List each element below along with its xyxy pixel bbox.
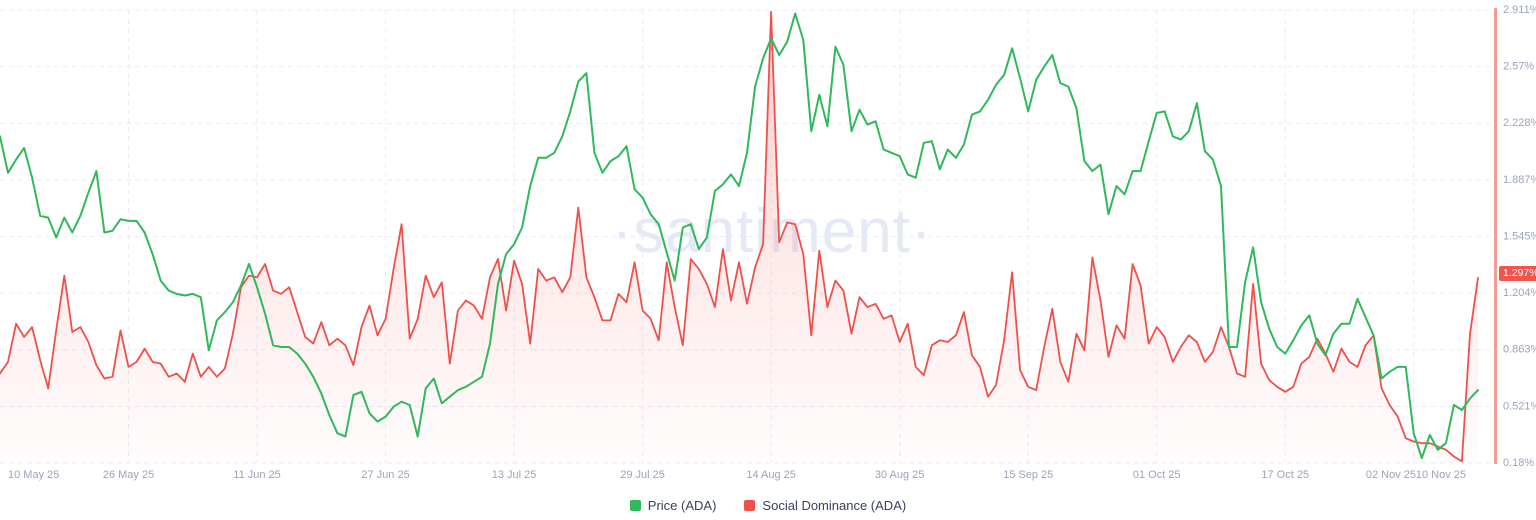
- y-tick-label: 0.521%: [1503, 400, 1536, 412]
- y-tick-label: 0.18%: [1503, 457, 1534, 469]
- x-tick-label: 27 Jun 25: [361, 469, 409, 481]
- x-tick-label: 02 Nov 25: [1366, 469, 1416, 481]
- chart-legend: Price (ADA) Social Dominance (ADA): [0, 495, 1536, 515]
- x-tick-label: 17 Oct 25: [1261, 469, 1309, 481]
- axis-labels: 2.911% 2.57% 2.228% 1.887% 1.545% 1.204% 0.863…: [8, 4, 1536, 481]
- x-tick-label: 11 Jun 25: [233, 469, 281, 481]
- legend-item-social-dominance[interactable]: Social Dominance (ADA): [744, 498, 906, 513]
- x-tick-label: 10 May 25: [8, 469, 59, 481]
- x-tick-label: 14 Aug 25: [746, 469, 796, 481]
- legend-item-price[interactable]: Price (ADA): [629, 497, 717, 513]
- x-tick-label: 13 Jul 25: [492, 469, 537, 481]
- x-tick-label: 26 May 25: [103, 469, 154, 481]
- price-line: [0, 12, 1479, 460]
- social-dominance-legend-swatch: [744, 499, 756, 511]
- x-tick-label: 29 Jul 25: [620, 469, 665, 481]
- price-legend-swatch: [629, 499, 641, 511]
- social-dominance-area: [0, 11, 1478, 464]
- social-dominance-legend-label: Social Dominance (ADA): [762, 497, 907, 513]
- x-tick-label: 10 Nov 25: [1416, 469, 1466, 481]
- y-tick-label: 0.863%: [1503, 344, 1536, 356]
- social-dominance-line: [0, 10, 1479, 463]
- x-tick-label: 15 Sep 25: [1003, 469, 1053, 481]
- y-tick-label: 1.545%: [1503, 231, 1536, 243]
- current-value-badge: 1.297%: [1499, 266, 1536, 281]
- y-tick-label: 2.911%: [1503, 4, 1536, 16]
- price-legend-label: Price (ADA): [647, 497, 717, 513]
- series-layer: [0, 10, 1479, 464]
- y-tick-label: 1.204%: [1503, 287, 1536, 299]
- x-tick-label: 01 Oct 25: [1133, 469, 1181, 481]
- y-tick-label: 2.228%: [1503, 117, 1536, 129]
- y-tick-label: 2.57%: [1503, 60, 1534, 72]
- x-tick-label: 30 Aug 25: [875, 469, 925, 481]
- y-tick-label: 1.887%: [1503, 174, 1536, 186]
